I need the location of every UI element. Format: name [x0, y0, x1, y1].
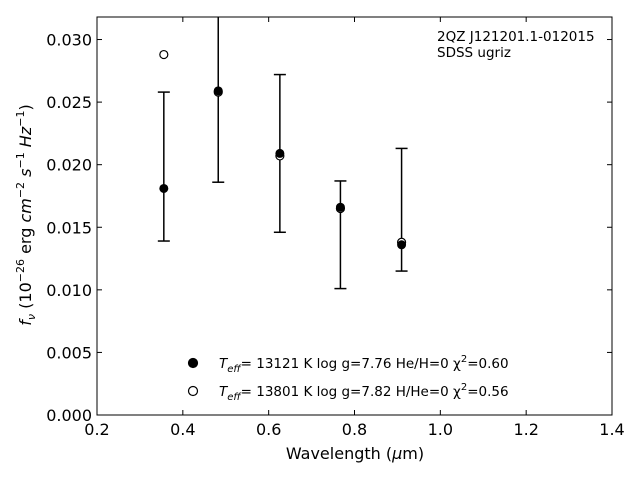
observed-point: [213, 86, 223, 96]
observed-point: [335, 202, 345, 212]
annotation-survey: SDSS ugriz: [437, 45, 511, 61]
x-tick-label: 1.2: [513, 420, 538, 439]
y-tick-label: 0.000: [46, 406, 92, 425]
ticks: 0.2 0.4 0.6 0.8 1.0 1.2 1.4 0.000 0.005 0.010 0.01…: [46, 17, 625, 439]
x-tick-label: 0.6: [256, 420, 281, 439]
x-tick-label: 0.2: [84, 420, 109, 439]
annotation: 2QZ J121201.1-012015 SDSS ugriz: [437, 29, 595, 61]
y-axis-label: fν (10−26 erg cm−2 s−1 Hz−1): [14, 104, 38, 325]
observed-point: [397, 240, 407, 250]
x-axis-label: Wavelength (μm): [286, 444, 424, 463]
legend-marker-open: [187, 385, 199, 397]
observed-point: [159, 183, 169, 193]
x-tick-label: 0.8: [342, 420, 367, 439]
x-tick-label: 1.0: [428, 420, 453, 439]
data-marks: [157, 17, 408, 290]
observed-point: [275, 148, 285, 158]
y-tick-label: 0.030: [46, 31, 92, 50]
legend-entry: Teff= 13121 K log g=7.76 He/H=0 χ2=0.60: [219, 354, 509, 375]
y-tick-label: 0.015: [46, 218, 92, 237]
x-tick-label: 0.4: [170, 420, 195, 439]
model-point: [159, 49, 169, 60]
legend-entry: Teff= 13801 K log g=7.82 H/He=0 χ2=0.56: [219, 382, 509, 403]
x-tick-label: 1.4: [599, 420, 624, 439]
legend-marker-filled: [187, 357, 199, 369]
y-tick-label: 0.005: [46, 343, 92, 362]
y-tick-label: 0.020: [46, 156, 92, 175]
y-tick-label: 0.010: [46, 281, 92, 300]
y-tick-label: 0.025: [46, 93, 92, 112]
legend: Teff= 13121 K log g=7.76 He/H=0 χ2=0.60 T…: [187, 354, 509, 403]
svg-text:fν (10−26 erg cm−2 s−1 Hz−1): fν (10−26 erg cm−2 s−1 Hz−1): [14, 104, 38, 325]
annotation-object-name: 2QZ J121201.1-012015: [437, 29, 595, 45]
svg-text:Wavelength (μm): Wavelength (μm): [286, 444, 424, 463]
